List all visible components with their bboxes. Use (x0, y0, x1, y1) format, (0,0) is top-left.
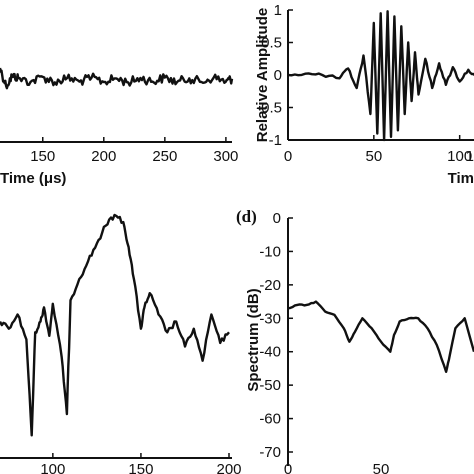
x-tick-label: 300 (213, 148, 238, 165)
x-tick-label: 150 (128, 461, 153, 474)
x-tick-label: 250 (152, 148, 177, 165)
y-tick-label: -20 (259, 277, 281, 294)
y-tick-label: -30 (259, 310, 281, 327)
y-tick-label: -70 (259, 444, 281, 461)
y-tick-label: -50 (259, 377, 281, 394)
x-tick-label: 200 (216, 461, 241, 474)
y-tick-label: -1 (269, 132, 282, 149)
y-tick-label: 0 (273, 210, 281, 227)
x-tick-label: 100 (40, 461, 65, 474)
panel-tag-d: (d) (236, 207, 257, 226)
panel-a: 150 200 250 300 Time (μs) (0, 67, 238, 187)
x-tick-label: 50 (365, 148, 382, 165)
y-tick-label: -40 (259, 344, 281, 361)
y-axis-label: Spectrum (dB) (245, 288, 262, 391)
series-line (287, 300, 474, 373)
y-tick-label: -60 (259, 411, 281, 428)
x-axis-label: Tim (448, 170, 474, 187)
x-tick-label: 0 (284, 461, 292, 474)
x-tick-label-partial: 1 (466, 148, 474, 165)
panel-d: 0-10-20-30-40-50-60-700 50(d)Spectrum (dB… (236, 207, 474, 474)
y-tick-label: 0 (274, 67, 282, 84)
series-line (0, 213, 230, 437)
series-line (287, 10, 474, 142)
x-tick-label: 200 (91, 148, 116, 165)
y-tick-label: -0.5 (256, 100, 282, 117)
x-tick-label: 0 (284, 148, 292, 165)
panel-c: 100 150 200 (0, 213, 242, 474)
x-tick-label: 150 (30, 148, 55, 165)
y-tick-label: -10 (259, 243, 281, 260)
y-tick-label: 0.5 (261, 35, 282, 52)
y-axis-label: Relative Amplitude (254, 8, 271, 142)
x-tick-label: 100 (447, 148, 472, 165)
x-tick-label: 50 (373, 461, 390, 474)
x-axis-label: Time (μs) (0, 170, 66, 187)
y-tick-label: 1 (274, 2, 282, 19)
series-line (0, 67, 234, 90)
